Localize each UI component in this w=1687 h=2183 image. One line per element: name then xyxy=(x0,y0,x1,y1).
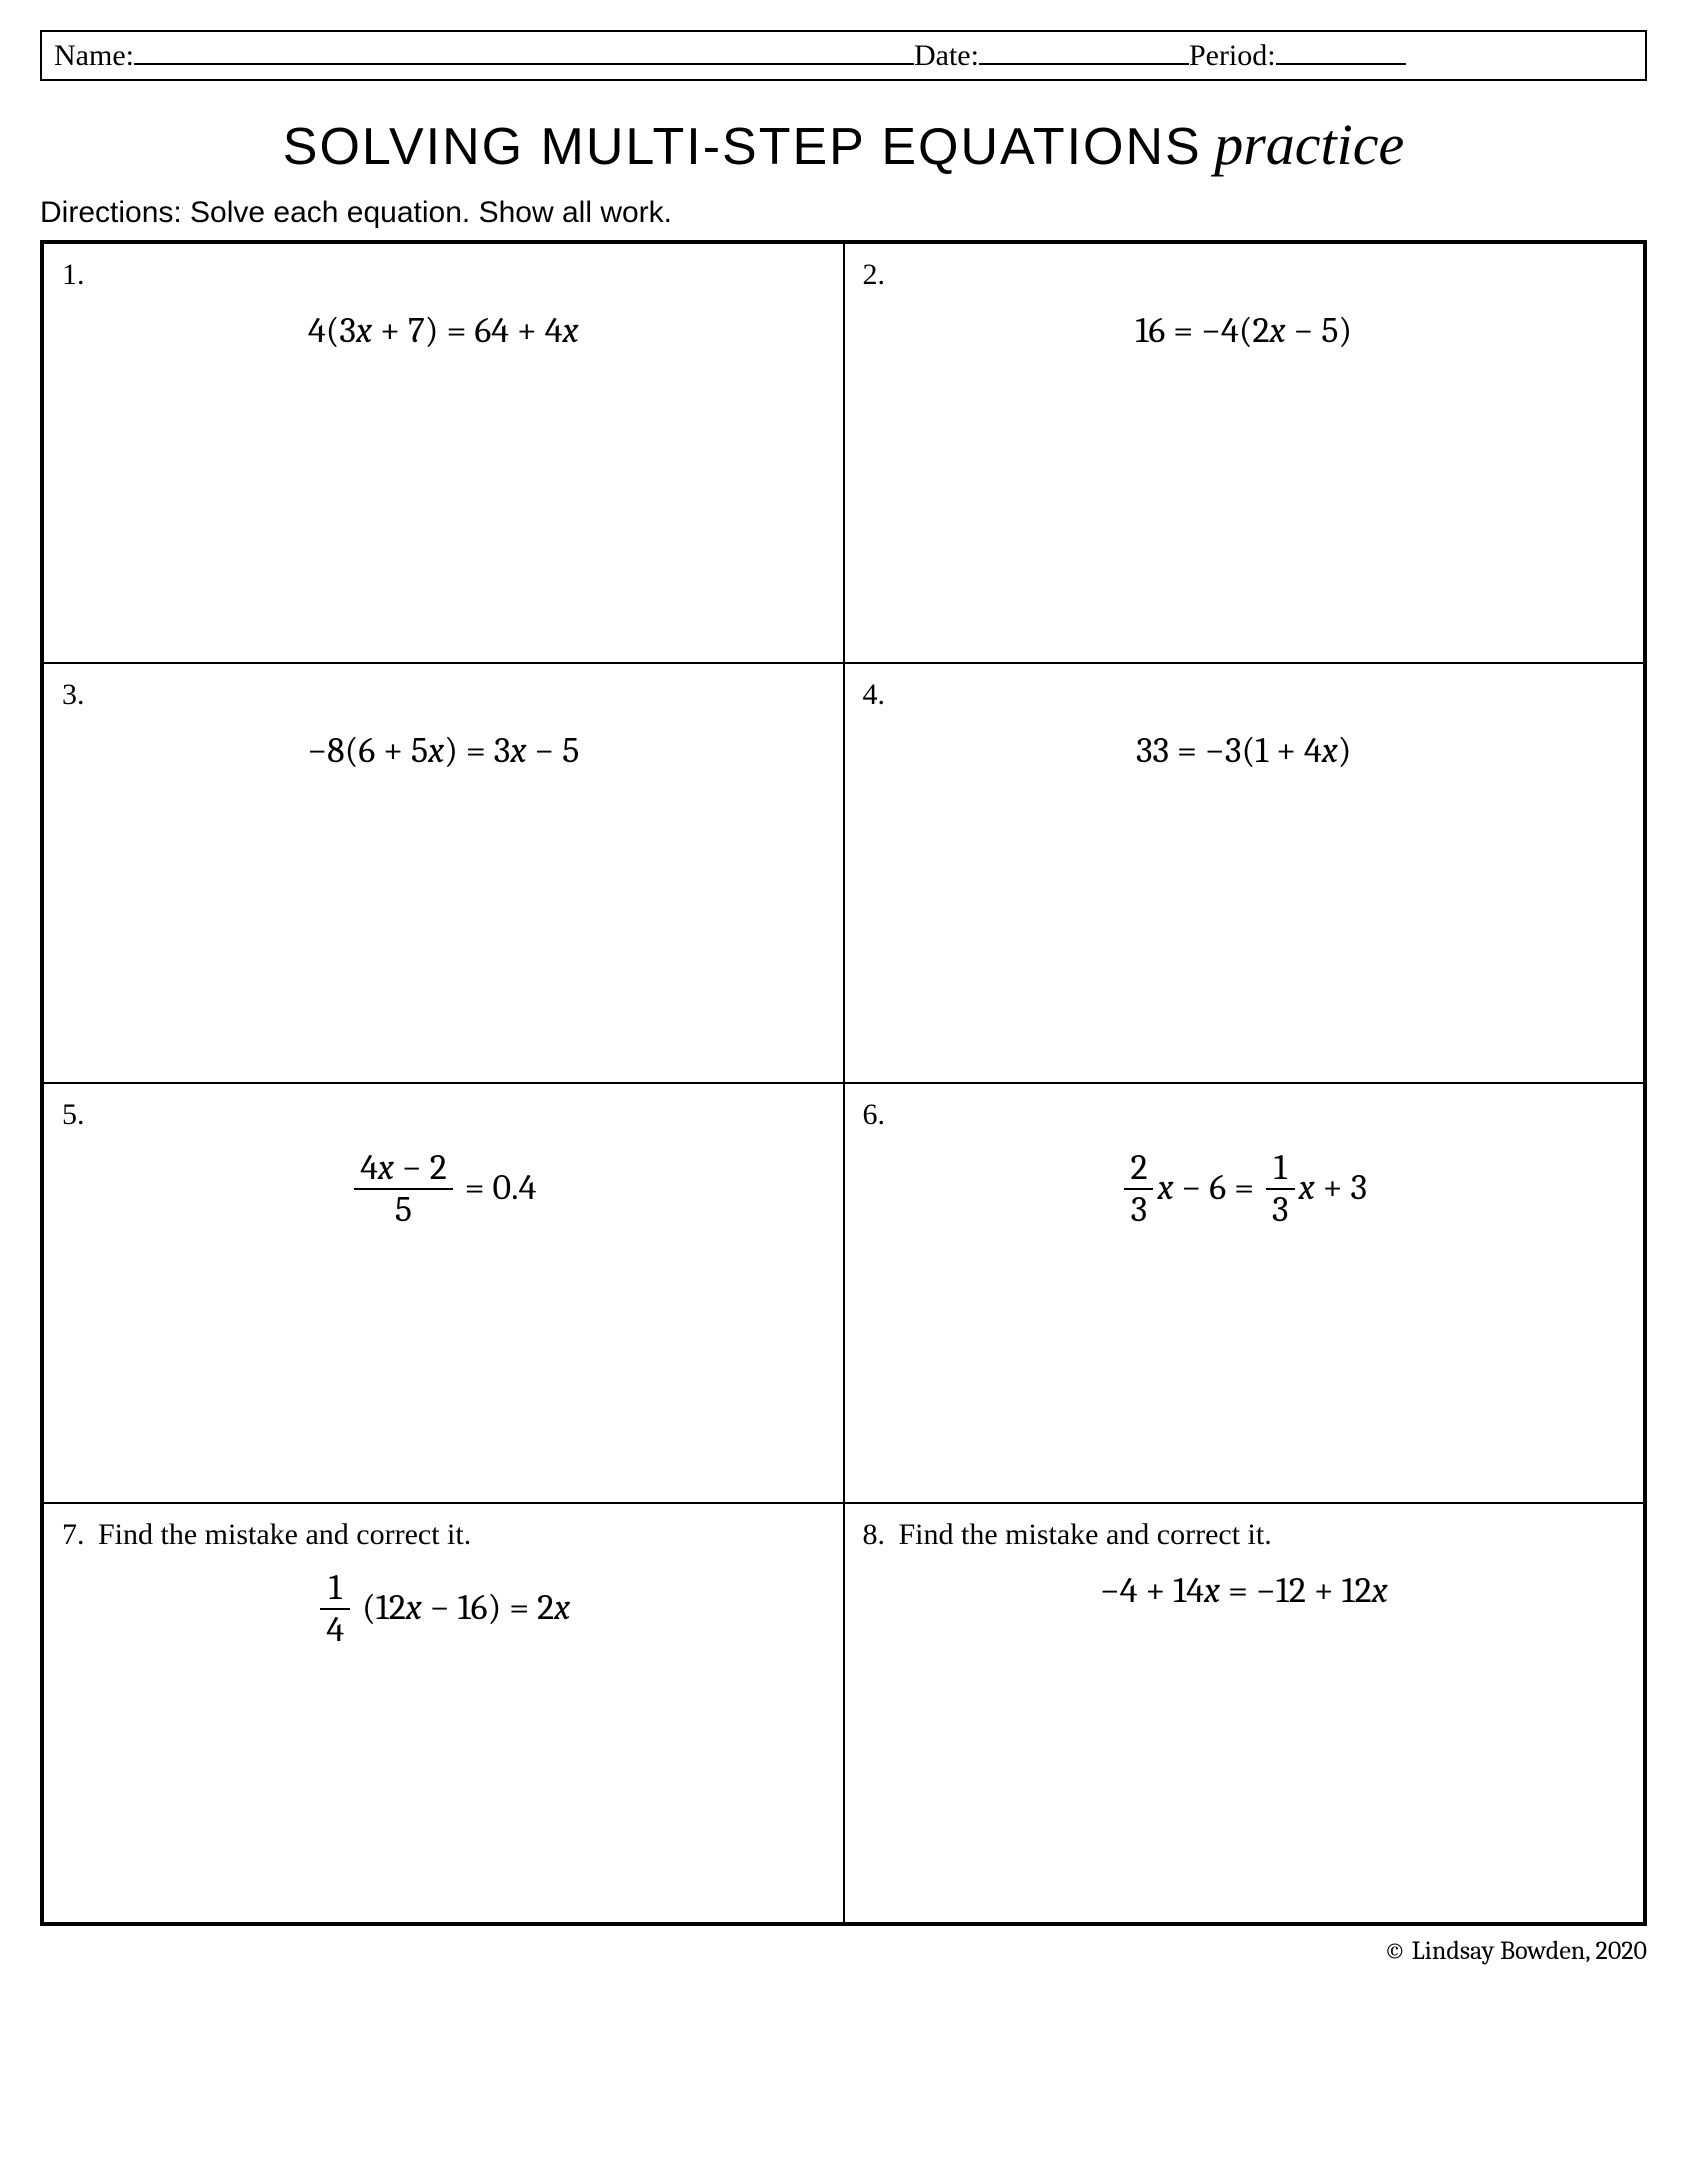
directions-text: Directions: Solve each equation. Show al… xyxy=(40,196,1647,230)
problem-number: 6. xyxy=(863,1098,886,1132)
problem-equation: 14 (12x − 16) = 2x xyxy=(316,1587,570,1628)
problem-equation: 16 = −4(2x − 5) xyxy=(1135,310,1352,351)
date-blank[interactable] xyxy=(979,38,1189,65)
problem-equation: −4 + 14x = −12 + 12x xyxy=(1100,1570,1388,1611)
problem-number: 5. xyxy=(62,1098,85,1132)
name-blank[interactable] xyxy=(134,38,914,65)
problem-cell: 2. 16 = −4(2x − 5) xyxy=(844,243,1645,663)
problem-equation: −8(6 + 5x) = 3x − 5 xyxy=(307,730,579,771)
problem-number: 3. xyxy=(62,678,85,712)
problem-prompt: Find the mistake and correct it. xyxy=(91,1518,472,1551)
problem-cell: 8. Find the mistake and correct it. −4 + … xyxy=(844,1503,1645,1923)
problem-cell: 4. 33 = −3(1 + 4x) xyxy=(844,663,1645,1083)
page-title: SOLVING MULTI-STEP EQUATIONS practice xyxy=(40,111,1647,178)
problem-number: 2. xyxy=(863,258,886,292)
problem-number: 1. xyxy=(62,258,85,292)
copyright-text: © Lindsay Bowden, 2020 xyxy=(40,1936,1647,1966)
problem-cell: 3. −8(6 + 5x) = 3x − 5 xyxy=(43,663,844,1083)
problem-number: 8. xyxy=(863,1518,886,1552)
problem-equation: 33 = −3(1 + 4x) xyxy=(1136,730,1352,771)
header-box: Name: Date: Period: xyxy=(40,30,1647,81)
date-label: Date: xyxy=(914,39,979,73)
period-label: Period: xyxy=(1189,39,1276,73)
problem-cell: 6. 23x − 6 = 13x + 3 xyxy=(844,1083,1645,1503)
period-blank[interactable] xyxy=(1276,38,1406,65)
problem-cell: 1. 4(3x + 7) = 64 + 4x xyxy=(43,243,844,663)
problem-prompt: Find the mistake and correct it. xyxy=(891,1518,1272,1551)
name-label: Name: xyxy=(54,39,134,73)
problem-number: 4. xyxy=(863,678,886,712)
problem-equation: 23x − 6 = 13x + 3 xyxy=(1120,1167,1367,1208)
title-main: SOLVING MULTI-STEP EQUATIONS xyxy=(283,118,1202,176)
problem-cell: 5. 4x − 25 = 0.4 xyxy=(43,1083,844,1503)
problem-equation: 4x − 25 = 0.4 xyxy=(350,1167,536,1208)
problem-number: 7. xyxy=(62,1518,85,1552)
problem-grid: 1. 4(3x + 7) = 64 + 4x 2. 16 = −4(2x − 5) 3.… xyxy=(40,240,1647,1926)
title-script: practice xyxy=(1214,112,1404,177)
problem-cell: 7. Find the mistake and correct it. 14 (1… xyxy=(43,1503,844,1923)
problem-equation: 4(3x + 7) = 64 + 4x xyxy=(308,310,579,351)
